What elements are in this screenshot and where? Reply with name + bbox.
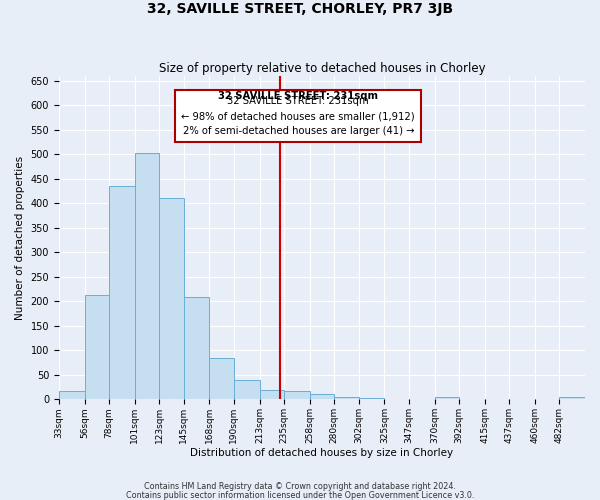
- Title: Size of property relative to detached houses in Chorley: Size of property relative to detached ho…: [158, 62, 485, 74]
- Bar: [159, 198, 184, 400]
- Y-axis label: Number of detached properties: Number of detached properties: [15, 156, 25, 320]
- Bar: [334, 397, 359, 400]
- Bar: [359, 398, 385, 400]
- Bar: [85, 296, 109, 400]
- Bar: [260, 390, 284, 400]
- Bar: [559, 397, 585, 400]
- Bar: [434, 397, 459, 400]
- Text: Contains HM Land Registry data © Crown copyright and database right 2024.: Contains HM Land Registry data © Crown c…: [144, 482, 456, 491]
- Text: 32 SAVILLE STREET: 231sqm
← 98% of detached houses are smaller (1,912)
2% of sem: 32 SAVILLE STREET: 231sqm ← 98% of detac…: [181, 96, 415, 136]
- Text: 32, SAVILLE STREET, CHORLEY, PR7 3JB: 32, SAVILLE STREET, CHORLEY, PR7 3JB: [147, 2, 453, 16]
- Bar: [234, 380, 260, 400]
- Bar: [209, 358, 234, 400]
- Text: 32 SAVILLE STREET: 231sqm: 32 SAVILLE STREET: 231sqm: [218, 91, 378, 101]
- Bar: [184, 297, 209, 400]
- Bar: [284, 392, 310, 400]
- X-axis label: Distribution of detached houses by size in Chorley: Distribution of detached houses by size …: [190, 448, 454, 458]
- Text: Contains public sector information licensed under the Open Government Licence v3: Contains public sector information licen…: [126, 491, 474, 500]
- Bar: [134, 152, 159, 400]
- Bar: [109, 186, 134, 400]
- Bar: [59, 391, 85, 400]
- Bar: [310, 394, 334, 400]
